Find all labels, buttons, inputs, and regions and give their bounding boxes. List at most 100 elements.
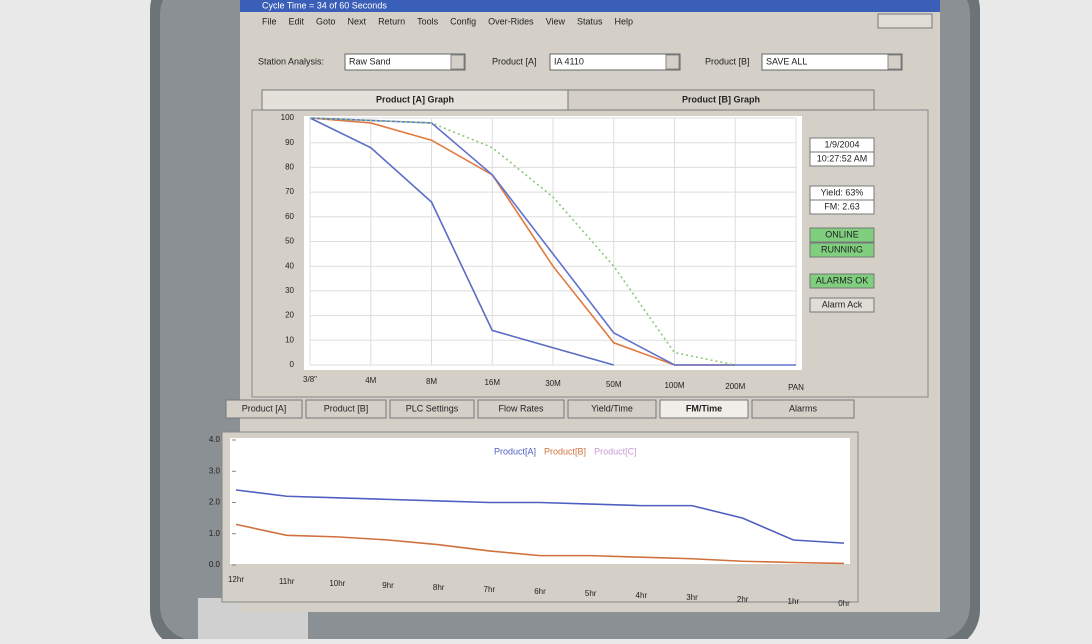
x-tick-label: 9hr [382, 581, 394, 590]
y-tick-label: 50 [285, 237, 294, 246]
tab[interactable] [477, 399, 565, 419]
status-box [809, 151, 875, 167]
tab-label: Yield/Time [591, 403, 633, 413]
tab-label: Alarms [789, 403, 818, 413]
y-tick-label: 20 [285, 311, 294, 320]
x-tick-label: 2hr [737, 595, 749, 604]
menu-item[interactable]: Config [450, 16, 476, 26]
button[interactable] [809, 297, 875, 313]
series-line [235, 489, 845, 544]
y-tick-label: 90 [285, 138, 294, 147]
legend-entry: Product[C] [594, 446, 637, 456]
y-tick-label: 1.0 [209, 529, 221, 538]
x-tick-label: 11hr [279, 577, 295, 586]
tab[interactable] [567, 89, 875, 111]
y-tick-label: 10 [285, 335, 294, 344]
x-tick-label: 7hr [484, 585, 496, 594]
y-tick-label: 60 [285, 212, 294, 221]
tab-label: Product [B] Graph [682, 94, 760, 104]
status-text: ALARMS OK [816, 275, 869, 285]
status-text: Alarm Ack [822, 299, 863, 309]
x-tick-label: 1hr [788, 597, 800, 606]
series-line [235, 523, 845, 565]
menu-item[interactable]: View [546, 16, 566, 26]
menu-item[interactable]: Edit [289, 16, 305, 26]
window-controls[interactable] [877, 13, 933, 29]
series-line [309, 117, 736, 366]
tab[interactable] [225, 399, 303, 419]
x-tick-label: 4hr [636, 591, 648, 600]
series-line [309, 117, 614, 366]
y-tick-label: 3.0 [209, 466, 221, 475]
menu-item[interactable]: Return [378, 16, 405, 26]
x-tick-label: 30M [545, 379, 561, 388]
menu-item[interactable]: Goto [316, 16, 336, 26]
x-tick-label: 12hr [228, 575, 244, 584]
dropdown[interactable] [549, 53, 681, 71]
selector-label: Product [A] [492, 56, 537, 66]
y-tick-label: 2.0 [209, 498, 221, 507]
status-box [809, 199, 875, 215]
x-tick-label: 8M [426, 377, 437, 386]
y-tick-label: 0 [290, 360, 295, 369]
window-title: Cycle Time = 34 of 60 Seconds [262, 0, 387, 10]
y-tick-label: 80 [285, 163, 294, 172]
selector-label: Product [B] [705, 56, 750, 66]
x-tick-label: 10hr [329, 579, 345, 588]
tab-label: Product [A] Graph [376, 94, 454, 104]
tab[interactable] [305, 399, 387, 419]
y-tick-label: 40 [285, 261, 294, 270]
tab-label: Product [B] [324, 403, 369, 413]
dropdown[interactable] [344, 53, 466, 71]
status-text: ONLINE [825, 229, 859, 239]
menu-item[interactable]: Tools [417, 16, 439, 26]
tab-label: Product [A] [242, 403, 287, 413]
y-tick-label: 70 [285, 187, 294, 196]
tab-label: PLC Settings [406, 403, 459, 413]
menu-item[interactable]: Over-Rides [488, 16, 534, 26]
title-bar [240, 0, 940, 12]
status-box [809, 227, 875, 243]
x-tick-label: PAN [788, 383, 804, 392]
x-tick-label: 200M [725, 382, 745, 391]
x-tick-label: 8hr [433, 583, 445, 592]
dropdown-button[interactable] [665, 54, 680, 70]
tab[interactable] [751, 399, 855, 419]
menu-item[interactable]: Next [348, 16, 367, 26]
x-tick-label: 4M [365, 376, 376, 385]
dropdown-value: IA 4110 [554, 56, 584, 66]
tab-label: Flow Rates [498, 403, 544, 413]
menu-item[interactable]: File [262, 16, 277, 26]
y-tick-label: 4.0 [209, 435, 221, 444]
selector-label: Station Analysis: [258, 56, 324, 66]
dropdown-button[interactable] [887, 54, 902, 70]
series-line [309, 117, 736, 366]
x-tick-label: 6hr [534, 587, 546, 596]
menu-item[interactable]: Status [577, 16, 603, 26]
x-tick-label: 3/8" [303, 375, 317, 384]
status-box [809, 242, 875, 258]
legend-entry: Product[B] [544, 446, 586, 456]
y-tick-label: 30 [285, 286, 294, 295]
tab-label: FM/Time [686, 403, 722, 413]
x-tick-label: 5hr [585, 589, 597, 598]
x-tick-label: 50M [606, 380, 622, 389]
status-text: FM: 2.63 [824, 201, 860, 211]
bottom-plot-area [230, 438, 850, 564]
menu-item[interactable]: Help [615, 16, 634, 26]
status-box [809, 273, 875, 289]
x-tick-label: 0hr [838, 599, 850, 608]
tab[interactable] [389, 399, 475, 419]
status-text: Yield: 63% [821, 187, 864, 197]
dropdown-button[interactable] [450, 54, 465, 70]
tab[interactable] [567, 399, 657, 419]
status-text: RUNNING [821, 244, 863, 254]
x-tick-label: 16M [484, 378, 500, 387]
dropdown[interactable] [761, 53, 903, 71]
status-text: 10:27:52 AM [817, 153, 868, 163]
legend-entry: Product[A] [494, 446, 536, 456]
tab[interactable] [659, 399, 749, 419]
dropdown-value: SAVE ALL [766, 56, 807, 66]
y-tick-label: 0.0 [209, 560, 221, 569]
